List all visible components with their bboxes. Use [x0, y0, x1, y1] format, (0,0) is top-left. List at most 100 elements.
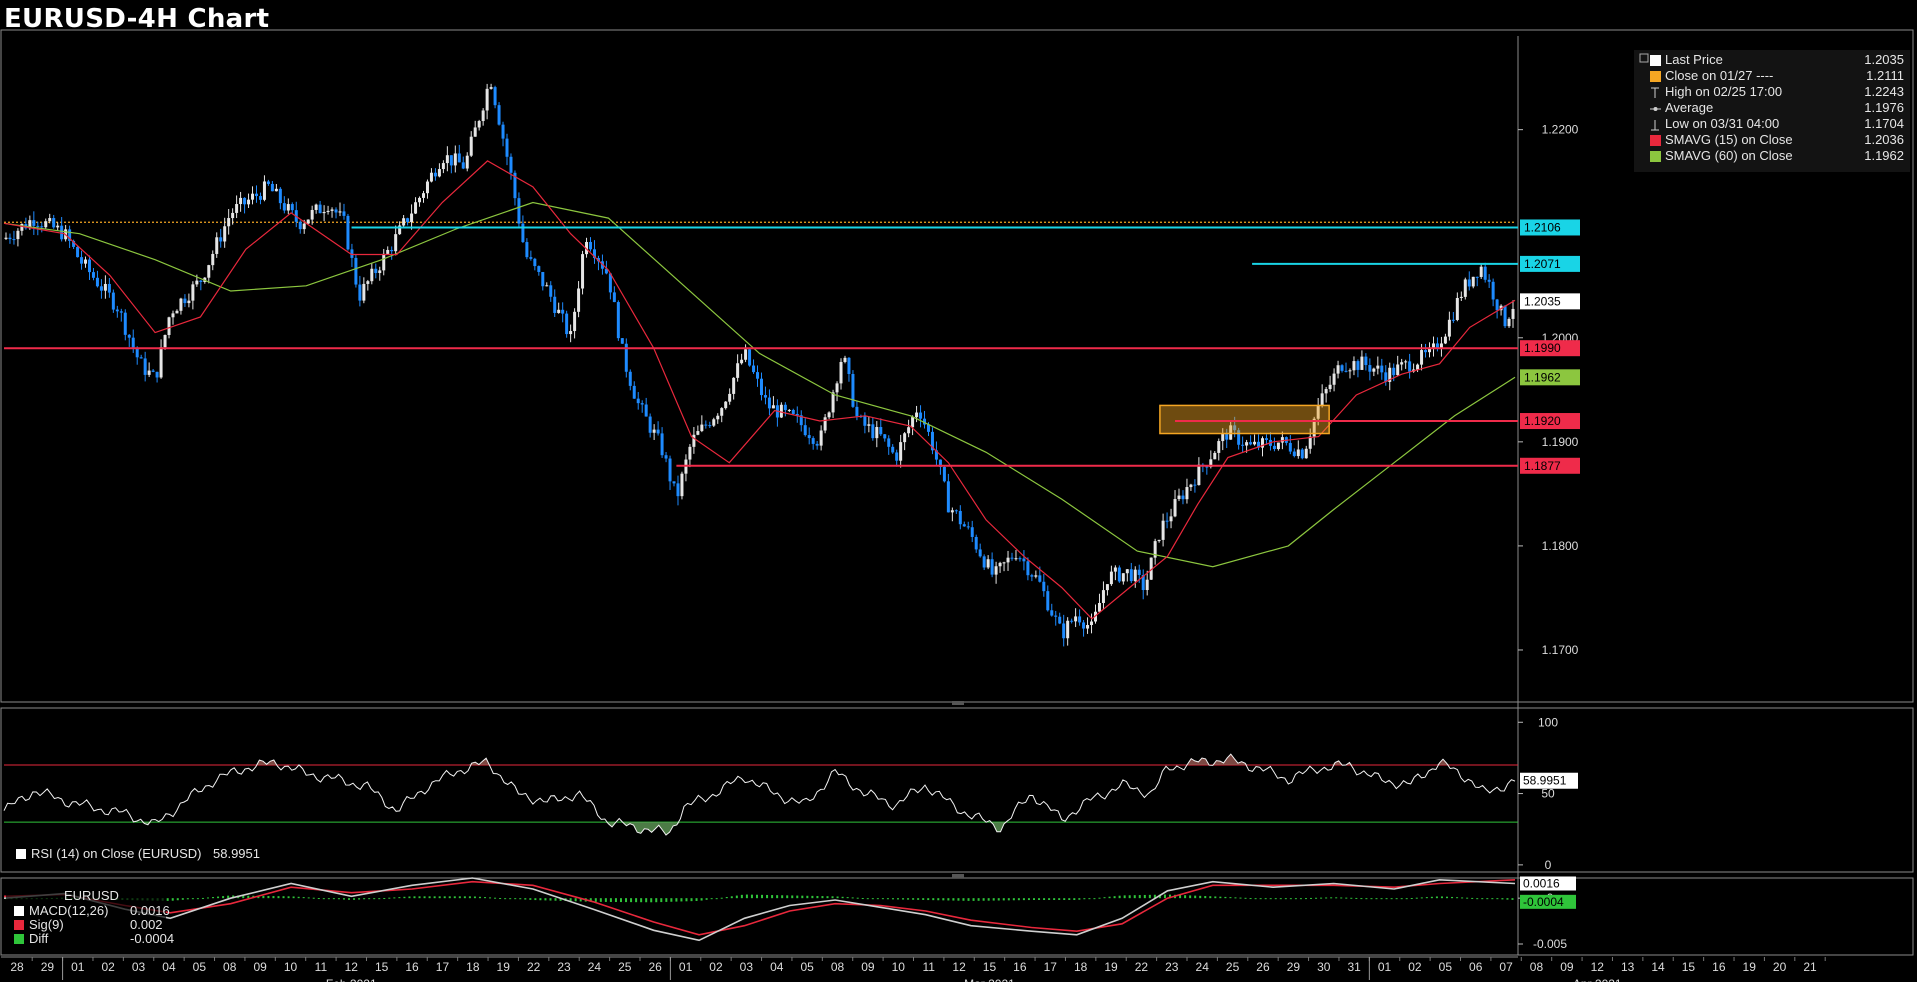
macd-hist-bar: [1224, 896, 1227, 899]
macd-hist-bar: [680, 898, 683, 902]
candle-body: [1507, 318, 1511, 327]
macd-hist-bar: [1304, 898, 1307, 900]
candle-body: [278, 188, 282, 204]
legend-label: Last Price: [1665, 52, 1723, 67]
macd-hist-bar: [1133, 895, 1136, 899]
candle-body: [529, 257, 533, 259]
candle-body: [942, 466, 946, 482]
rsi-panel-frame: [0, 707, 1914, 873]
level-tag: [1520, 340, 1580, 357]
candle-body: [664, 455, 668, 459]
candle-body: [330, 209, 334, 211]
candle-body: [1197, 464, 1201, 486]
candle-body: [1030, 575, 1034, 577]
candle-body: [954, 510, 958, 512]
candle-body: [986, 559, 990, 568]
candle-body: [668, 458, 672, 482]
candle-body: [644, 404, 648, 417]
legend-label: Close on 01/27 ----: [1665, 68, 1773, 83]
macd-hist-bar: [670, 898, 673, 902]
macd-hist-bar: [1184, 895, 1187, 899]
candle-body: [465, 155, 469, 169]
candle-body: [457, 153, 461, 163]
rsi-legend-label: RSI (14) on Close (EURUSD): [31, 846, 202, 861]
macd-hist-bar: [1315, 897, 1318, 899]
macd-hist-bar: [1415, 897, 1418, 899]
macd-hist-bar: [1032, 898, 1035, 900]
candle-body: [374, 268, 378, 274]
candle-body: [290, 204, 294, 211]
candle-body: [310, 209, 314, 220]
candle-body: [1300, 449, 1304, 459]
macd-hist-bar: [987, 898, 990, 901]
macd-hist-bar: [484, 897, 487, 899]
candle-body: [1105, 584, 1109, 591]
candle-body: [891, 446, 895, 453]
macd-hist-bar: [614, 898, 617, 903]
macd-hist-bar: [448, 896, 451, 899]
candle-body: [469, 136, 473, 156]
candle-body: [1376, 365, 1380, 369]
macd-hist-bar: [700, 898, 703, 901]
candle-body: [998, 562, 1002, 567]
legend-swatch: [1650, 71, 1661, 82]
macd-hist-bar: [1093, 898, 1096, 900]
candle-body: [334, 209, 338, 213]
x-day-label: 10: [284, 960, 298, 974]
macd-hist-bar: [559, 898, 562, 901]
candle-body: [1078, 616, 1082, 623]
macd-hist-bar: [791, 895, 794, 899]
macd-hist-bar: [383, 898, 386, 900]
candle-body: [12, 239, 16, 241]
candle-body: [481, 110, 485, 122]
candle-body: [155, 371, 159, 378]
macd-hist-bar: [1410, 898, 1413, 900]
x-day-label: 14: [1651, 960, 1665, 974]
macd-hist-bar: [1370, 898, 1373, 900]
candle-body: [1356, 361, 1360, 370]
macd-hist-bar: [932, 898, 935, 901]
legend-value: 1.1976: [1864, 100, 1904, 115]
candle-body: [616, 302, 620, 339]
candle-body: [589, 241, 593, 250]
x-day-label: 19: [497, 960, 511, 974]
candle-body: [350, 249, 354, 258]
candle-body: [926, 424, 930, 432]
candle-body: [147, 370, 151, 375]
macd-hist-bar: [1279, 898, 1282, 900]
candle-body: [831, 392, 835, 413]
candle-body: [744, 349, 748, 360]
macd-hist-bar: [468, 896, 471, 899]
macd-hist-bar: [1058, 898, 1061, 900]
candle-body: [938, 459, 942, 467]
macd-hist-bar: [473, 896, 476, 899]
macd-hist-bar: [821, 896, 824, 899]
candle-body: [1014, 558, 1018, 560]
macd-hist-bar: [786, 895, 789, 899]
candle-body: [577, 288, 581, 312]
macd-hist-bar: [388, 897, 391, 899]
candle-body: [1093, 611, 1097, 622]
price-tag: [1520, 369, 1580, 386]
macd-hist-bar: [675, 898, 678, 902]
candle-body: [1388, 367, 1392, 382]
candle-body: [91, 272, 95, 278]
candle-body: [1276, 442, 1280, 450]
macd-hist-bar: [730, 896, 733, 899]
candle-body: [819, 430, 823, 446]
candle-body: [652, 429, 656, 433]
macd-hist-bar: [1234, 897, 1237, 899]
macd-hist-bar: [1380, 898, 1383, 900]
candle-body: [445, 155, 449, 164]
candle-body: [676, 483, 680, 497]
candle-body: [756, 372, 760, 379]
macd-hist-bar: [1365, 898, 1368, 900]
candle-body: [636, 398, 640, 404]
macd-hist-bar: [1199, 895, 1202, 899]
macd-hist-bar: [171, 898, 174, 901]
macd-hist-bar: [176, 898, 179, 901]
macd-legend-swatch: [14, 920, 24, 930]
candle-body: [871, 424, 875, 439]
sma15-line: [3, 160, 1516, 620]
candle-body: [581, 254, 585, 289]
